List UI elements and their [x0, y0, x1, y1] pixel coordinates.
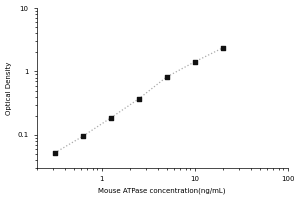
Point: [80, 135, 85, 138]
Y-axis label: Optical Density: Optical Density: [6, 61, 12, 115]
Point: [192, 60, 197, 63]
Point: [164, 75, 169, 79]
Point: [108, 116, 113, 120]
Point: [52, 151, 57, 155]
Point: [136, 97, 141, 100]
Point: [220, 46, 225, 50]
X-axis label: Mouse ATPase concentration(ng/mL): Mouse ATPase concentration(ng/mL): [98, 188, 226, 194]
